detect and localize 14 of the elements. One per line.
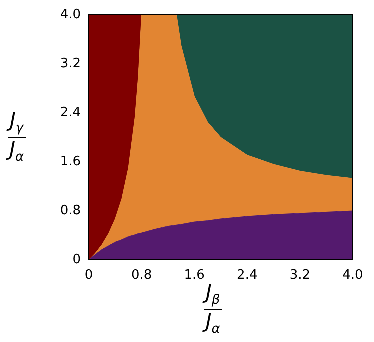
x-tick-label: 0.8: [131, 268, 152, 284]
x-axis-title: J$_{β}$ J$_{α}$: [204, 280, 222, 337]
x-tick-label: 1.6: [184, 268, 205, 284]
y-tick-label: 0.8: [60, 203, 81, 218]
x-tick-label: 3.2: [290, 268, 311, 284]
y-axis-title: J$_{γ}$ J$_{α}$: [8, 108, 26, 165]
x-tick-label: 2.4: [237, 268, 258, 284]
x-tick-label: 4.0: [342, 268, 364, 284]
y-tick-label: 3.2: [60, 56, 81, 72]
y-tick-label: 2.4: [60, 105, 81, 120]
x-tick-label: 0: [84, 268, 94, 284]
y-tick-label: 4.0: [60, 7, 81, 22]
y-tick-label: 0: [72, 252, 81, 268]
y-tick-label: 1.6: [60, 154, 81, 170]
